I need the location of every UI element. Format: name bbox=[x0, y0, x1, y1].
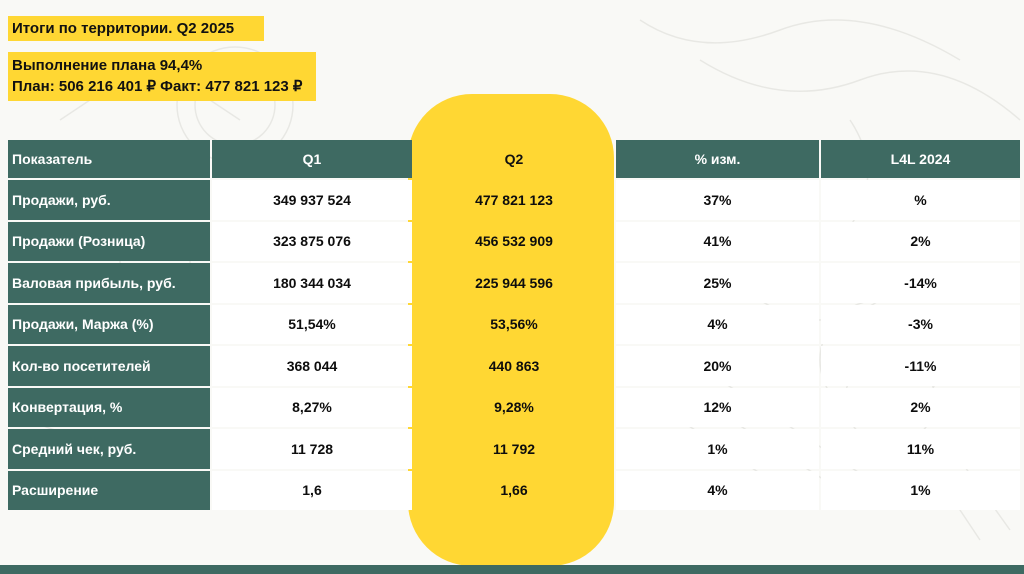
l4l-value: 11% bbox=[821, 429, 1020, 469]
col-header-l4l-2024: L4L 2024 bbox=[821, 140, 1020, 178]
q2-value: 11 792 bbox=[492, 440, 536, 457]
page-title: Итоги по территории. Q2 2025 bbox=[8, 16, 265, 41]
table-row: Продажи (Розница) 323 875 076 456 532 90… bbox=[8, 221, 1020, 261]
plan-summary: Выполнение плана 94,4% План: 506 216 401… bbox=[8, 52, 317, 101]
pct-change-value: 4% bbox=[616, 304, 819, 344]
row-label: Продажи, Маржа (%) bbox=[8, 304, 210, 344]
q2-value: 440 863 bbox=[488, 357, 540, 374]
row-label: Расширение bbox=[8, 470, 210, 510]
q1-value: 180 344 034 bbox=[212, 263, 412, 303]
row-label: Конвертация, % bbox=[8, 387, 210, 427]
results-table: Показатель Q1 Q2 % изм. L4L 2024 Продажи… bbox=[8, 140, 1020, 512]
q1-value: 349 937 524 bbox=[212, 180, 412, 220]
row-label: Средний чек, руб. bbox=[8, 429, 210, 469]
table-row: Кол-во посетителей 368 044 440 863 20% -… bbox=[8, 346, 1020, 386]
row-label: Продажи, руб. bbox=[8, 180, 210, 220]
table-row: Конвертация, % 8,27% 9,28% 12% 2% bbox=[8, 387, 1020, 427]
q2-value: 477 821 123 bbox=[475, 191, 553, 208]
q1-value: 11 728 bbox=[212, 429, 412, 469]
l4l-value: 2% bbox=[821, 387, 1020, 427]
pct-change-value: 4% bbox=[616, 470, 819, 510]
l4l-value: -14% bbox=[821, 263, 1020, 303]
table-row: Расширение 1,6 1,66 4% 1% bbox=[8, 470, 1020, 510]
q2-value: 53,56% bbox=[490, 316, 538, 333]
table-row: Валовая прибыль, руб. 180 344 034 225 94… bbox=[8, 263, 1020, 303]
table-header-row: Показатель Q1 Q2 % изм. L4L 2024 bbox=[8, 140, 1020, 178]
l4l-value: 1% bbox=[821, 470, 1020, 510]
pct-change-value: 1% bbox=[616, 429, 819, 469]
l4l-value: % bbox=[821, 180, 1020, 220]
row-label: Валовая прибыль, руб. bbox=[8, 263, 210, 303]
pct-change-value: 12% bbox=[616, 387, 819, 427]
q1-value: 51,54% bbox=[212, 304, 412, 344]
q2-value: 456 532 909 bbox=[475, 233, 553, 250]
row-label: Кол-во посетителей bbox=[8, 346, 210, 386]
q1-value: 368 044 bbox=[212, 346, 412, 386]
q1-value: 8,27% bbox=[212, 387, 412, 427]
col-header-q2: Q2 bbox=[504, 151, 524, 167]
q1-value: 323 875 076 bbox=[212, 221, 412, 261]
l4l-value: 2% bbox=[821, 221, 1020, 261]
plan-completion-text: Выполнение плана 94,4% bbox=[12, 57, 203, 74]
table-row: Продажи, руб. 349 937 524 477 821 123 37… bbox=[8, 180, 1020, 220]
table-body: Продажи, руб. 349 937 524 477 821 123 37… bbox=[8, 180, 1020, 510]
l4l-value: -3% bbox=[821, 304, 1020, 344]
q2-value: 9,28% bbox=[494, 399, 534, 416]
col-header-pct-change: % изм. bbox=[616, 140, 819, 178]
q2-highlight-pill bbox=[408, 94, 614, 566]
row-label: Продажи (Розница) bbox=[8, 221, 210, 261]
plan-fact-text: План: 506 216 401 ₽ Факт: 477 821 123 ₽ bbox=[12, 78, 303, 95]
bottom-accent-bar bbox=[0, 565, 1024, 574]
pct-change-value: 37% bbox=[616, 180, 819, 220]
table-row: Продажи, Маржа (%) 51,54% 53,56% 4% -3% bbox=[8, 304, 1020, 344]
q1-value: 1,6 bbox=[212, 470, 412, 510]
table-row: Средний чек, руб. 11 728 11 792 1% 11% bbox=[8, 429, 1020, 469]
q2-value: 225 944 596 bbox=[475, 274, 553, 291]
l4l-value: -11% bbox=[821, 346, 1020, 386]
pct-change-value: 41% bbox=[616, 221, 819, 261]
pct-change-value: 20% bbox=[616, 346, 819, 386]
col-header-indicator: Показатель bbox=[8, 140, 210, 178]
q2-value: 1,66 bbox=[500, 482, 528, 499]
col-header-q1: Q1 bbox=[212, 140, 412, 178]
pct-change-value: 25% bbox=[616, 263, 819, 303]
